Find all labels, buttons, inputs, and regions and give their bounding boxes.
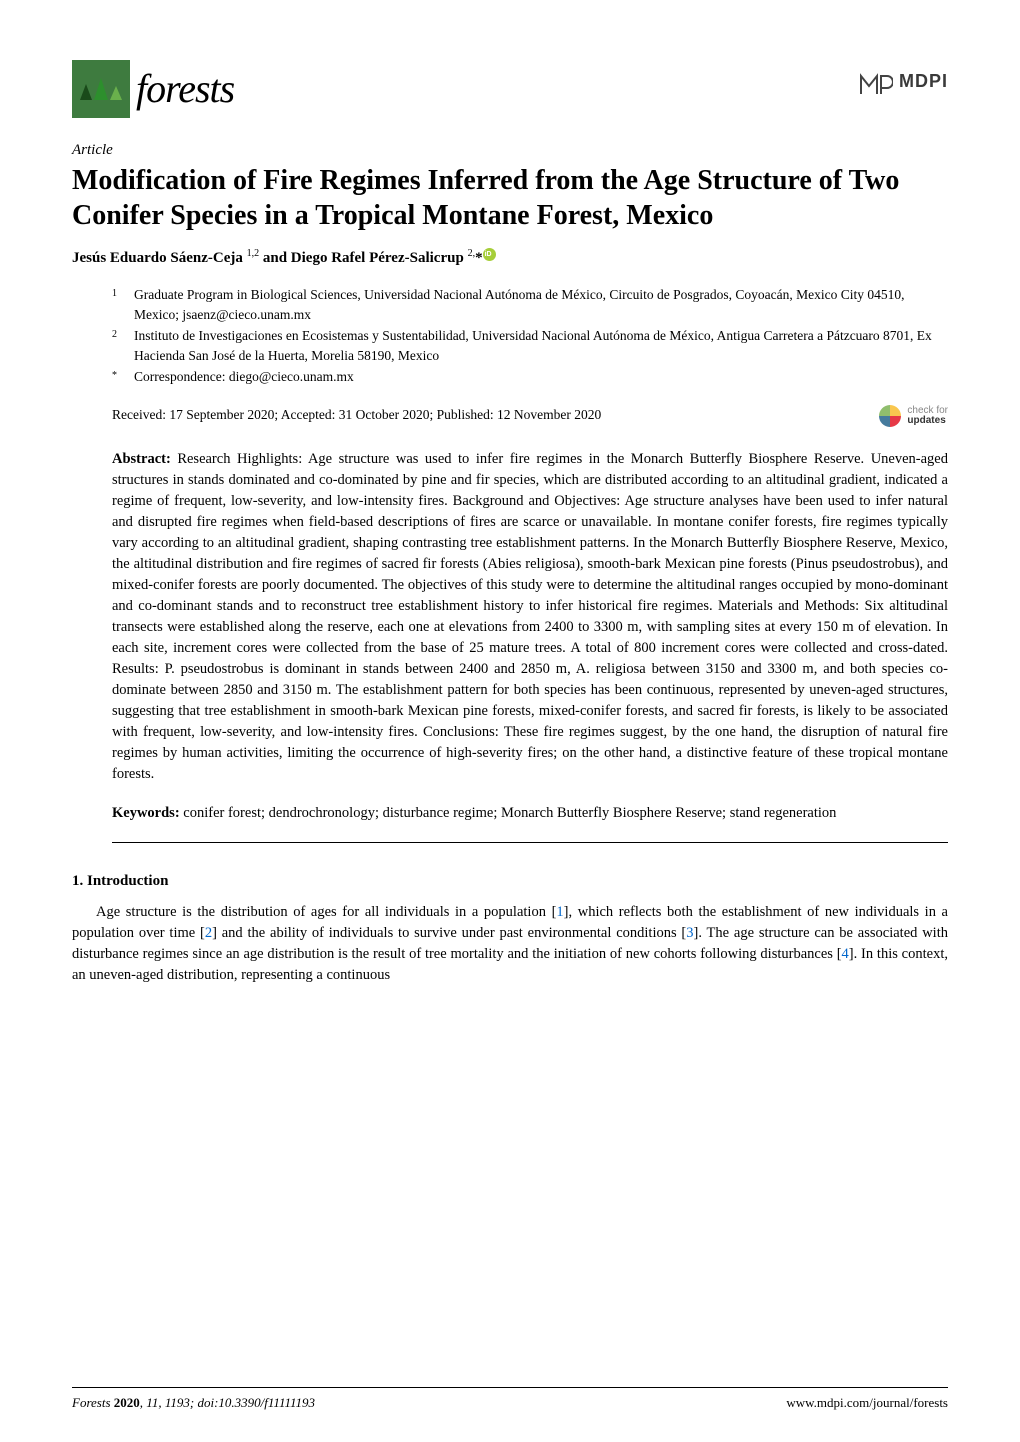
affiliation-text: Graduate Program in Biological Sciences,… (134, 285, 948, 324)
abstract-label: Abstract: (112, 451, 171, 467)
journal-name: forests (136, 61, 234, 117)
abstract-text: Research Highlights: Age structure was u… (112, 451, 948, 782)
affiliation-text: Instituto de Investigaciones en Ecosiste… (134, 326, 948, 365)
check-updates-button[interactable]: check for updates (877, 403, 948, 429)
correspondence: * Correspondence: diego@cieco.unam.mx (112, 367, 948, 387)
affiliation-num: 2 (112, 326, 122, 365)
footer-citation: Forests 2020, 11, 1193; doi:10.3390/f111… (72, 1394, 315, 1412)
affiliations: 1 Graduate Program in Biological Science… (72, 285, 948, 387)
check-updates-label: check for updates (907, 406, 948, 426)
affiliation-num: 1 (112, 285, 122, 324)
affiliation-1: 1 Graduate Program in Biological Science… (112, 285, 948, 324)
keywords-label: Keywords: (112, 805, 180, 821)
keywords-text: conifer forest; dendrochronology; distur… (180, 805, 837, 821)
section-heading-introduction: 1. Introduction (72, 871, 948, 892)
article-dates: Received: 17 September 2020; Accepted: 3… (112, 406, 601, 425)
page-footer: Forests 2020, 11, 1193; doi:10.3390/f111… (72, 1387, 948, 1412)
article-type: Article (72, 140, 948, 161)
journal-logo: forests (72, 60, 234, 118)
correspondence-mark: * (112, 367, 122, 387)
authors-text: Jesús Eduardo Sáenz-Ceja 1,2 and Diego R… (72, 250, 483, 266)
intro-paragraph: Age structure is the distribution of age… (72, 902, 948, 986)
keywords: Keywords: conifer forest; dendrochronolo… (72, 803, 948, 824)
publisher-name: MDPI (899, 69, 948, 94)
ref-link-3[interactable]: 3 (686, 925, 693, 941)
mdpi-icon (857, 64, 893, 100)
ref-link-2[interactable]: 2 (205, 925, 212, 941)
section-divider (112, 842, 948, 843)
article-title: Modification of Fire Regimes Inferred fr… (72, 163, 948, 233)
affiliation-2: 2 Instituto de Investigaciones en Ecosis… (112, 326, 948, 365)
forests-logo-icon (72, 60, 130, 118)
abstract: Abstract: Research Highlights: Age struc… (72, 449, 948, 785)
authors: Jesús Eduardo Sáenz-Ceja 1,2 and Diego R… (72, 247, 948, 269)
publisher-logo: MDPI (857, 60, 948, 100)
orcid-icon[interactable] (483, 248, 496, 261)
dates-row: Received: 17 September 2020; Accepted: 3… (72, 403, 948, 429)
correspondence-text: Correspondence: diego@cieco.unam.mx (134, 367, 354, 387)
crossmark-icon (877, 403, 903, 429)
ref-link-4[interactable]: 4 (842, 946, 849, 962)
ref-link-1[interactable]: 1 (556, 904, 563, 920)
header-row: forests MDPI (72, 60, 948, 118)
footer-url[interactable]: www.mdpi.com/journal/forests (786, 1394, 948, 1412)
